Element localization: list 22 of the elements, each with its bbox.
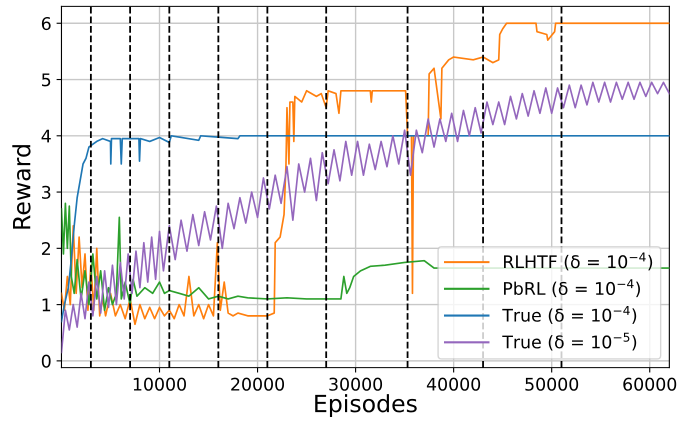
x-axis-title: Episodes [315,394,417,417]
x-tick-label: 20000 [231,378,284,391]
x-tick-label: 60000 [623,378,676,391]
legend-label: PbRL (δ = 10$^{−4}$) [504,279,640,298]
line-series [61,134,670,322]
x-tick-label: 30000 [329,378,382,391]
line-series [61,82,670,354]
y-tick-label: 1 [42,298,50,312]
y-axis-title: Reward [12,145,31,229]
x-tick-label: 40000 [426,378,480,391]
legend-label: RLHTF (δ = 10$^{−4}$) [504,252,652,270]
y-tick-label: 5 [42,73,50,86]
x-tick-label: 10000 [134,378,186,391]
y-tick-label: 2 [42,242,50,255]
line-series [61,22,670,326]
y-tick-label: 6 [42,16,51,30]
y-tick-label: 3 [42,186,50,199]
legend-label: True (δ = 10$^{−5}$) [502,332,636,351]
y-tick-label: 0 [42,354,51,368]
legend-label: True (δ = 10$^{−4}$) [502,306,636,324]
y-tick-label: 4 [42,130,51,142]
x-tick-label: 50000 [525,378,578,391]
